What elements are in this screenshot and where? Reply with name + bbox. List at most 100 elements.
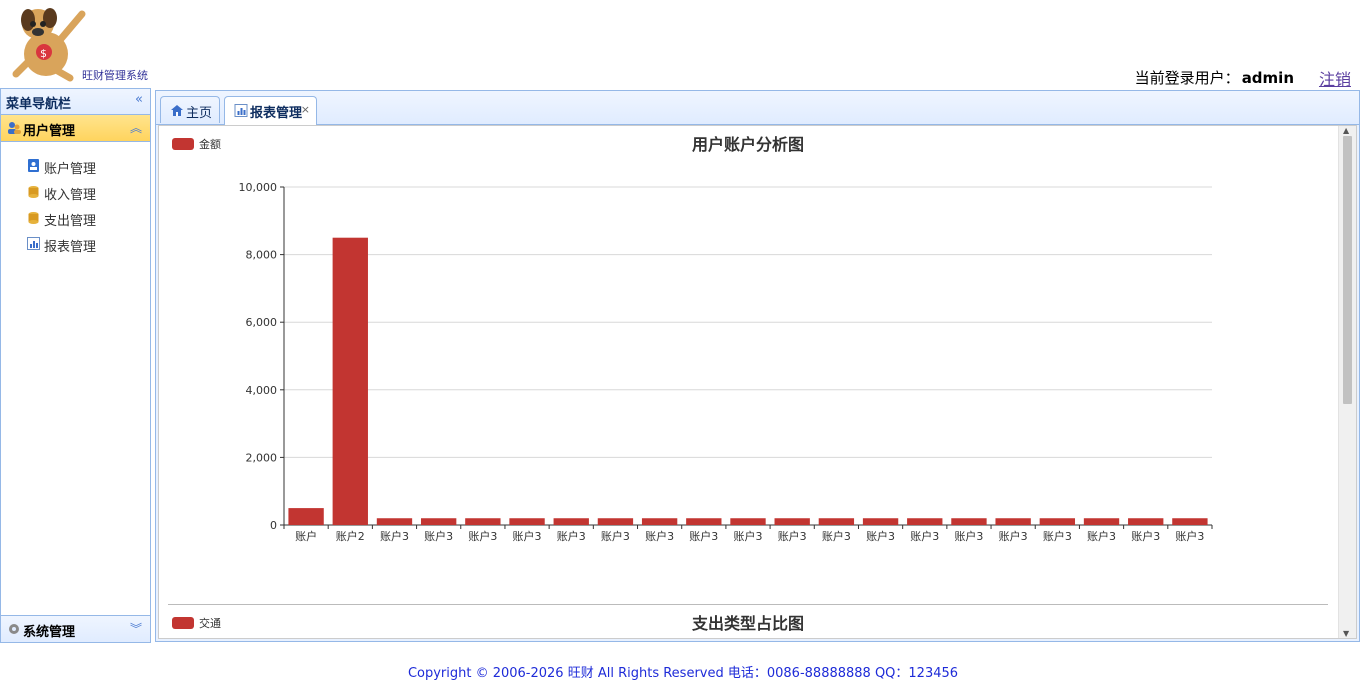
home-icon xyxy=(171,105,183,116)
menu-item-label: 账户管理 xyxy=(44,162,97,177)
x-tick-label: 账户3 xyxy=(645,529,674,543)
logout-link[interactable]: 注销 xyxy=(1318,70,1351,89)
bar[interactable] xyxy=(1128,518,1164,525)
x-tick-label: 账户3 xyxy=(999,529,1028,543)
x-axis: 账户 账户2 账户3 账户3 账户3 账户3 账户3 账户3 账户3 账户3 账户3 账户3 账户3 账户… xyxy=(283,525,1213,543)
bar[interactable] xyxy=(862,518,899,525)
bar[interactable] xyxy=(818,518,855,525)
tab-label: 主页 xyxy=(186,106,213,121)
app-name: 旺财管理系统 xyxy=(82,69,148,82)
legend-label: 交通 xyxy=(199,616,221,630)
scroll-down-icon[interactable]: ▼ xyxy=(1343,629,1350,638)
accordion-label: 系统管理 xyxy=(23,625,76,640)
y-tick-label: 0 xyxy=(270,519,277,532)
menu-item-account[interactable]: 账户管理 xyxy=(1,154,150,180)
x-tick-label: 账户3 xyxy=(1131,529,1160,543)
chart-legend[interactable]: 金额 xyxy=(172,137,221,151)
logo-dog-icon: $ xyxy=(12,8,86,82)
sidebar: 菜单导航栏 « 用户管理 ︽ 账户管理 收入管理 支出管理 报表管理 系统管理 xyxy=(0,88,151,643)
x-tick-label: 账户3 xyxy=(822,529,851,543)
x-tick-label: 账户3 xyxy=(954,529,983,543)
x-tick-label: 账户3 xyxy=(689,529,718,543)
user-card-icon xyxy=(28,159,39,172)
bar[interactable] xyxy=(509,518,545,525)
bar[interactable] xyxy=(553,518,589,525)
x-tick-label: 账户3 xyxy=(468,529,497,543)
x-tick-label: 账户3 xyxy=(1043,529,1072,543)
x-tick-label: 账户3 xyxy=(734,529,763,543)
bar[interactable] xyxy=(465,518,501,525)
bar[interactable] xyxy=(1039,518,1076,525)
bar[interactable] xyxy=(907,518,943,525)
coins-icon xyxy=(28,186,39,198)
x-tick-label: 账户3 xyxy=(513,529,542,543)
menu-item-label: 支出管理 xyxy=(44,214,97,229)
bar[interactable] xyxy=(951,518,987,525)
account-bar-chart: 金额 用户账户分析图 0 2,000 4,000 6,000 8,000 10,000 账… xyxy=(172,135,1213,543)
bar[interactable] xyxy=(376,518,413,525)
chevron-up-icon[interactable]: ︽ xyxy=(129,121,142,135)
bar[interactable] xyxy=(686,518,722,525)
chart-title: 用户账户分析图 xyxy=(692,135,804,154)
sidebar-header: 菜单导航栏 « xyxy=(1,89,150,115)
accordion-system-management[interactable]: 系统管理 ︾ xyxy=(1,615,150,642)
tab-home[interactable]: 主页 xyxy=(160,96,220,123)
bar[interactable] xyxy=(1172,518,1208,525)
menu-item-income[interactable]: 收入管理 xyxy=(1,180,150,206)
gear-icon xyxy=(9,624,19,634)
bar-series xyxy=(288,237,1208,525)
collapse-left-icon[interactable]: « xyxy=(135,92,143,107)
legend-label: 金额 xyxy=(199,137,221,151)
legend-swatch xyxy=(172,617,194,629)
report-content: 金额 用户账户分析图 0 2,000 4,000 6,000 8,000 10,000 账… xyxy=(158,125,1357,639)
expense-pie-chart: 交通 支出类型占比图 xyxy=(172,614,804,633)
bar[interactable] xyxy=(332,237,368,525)
bar[interactable] xyxy=(1083,518,1120,525)
username: admin xyxy=(1241,69,1294,87)
scroll-up-icon[interactable]: ▲ xyxy=(1343,126,1350,135)
x-tick-label: 账户3 xyxy=(557,529,586,543)
x-tick-label: 账户3 xyxy=(601,529,630,543)
y-axis: 0 2,000 4,000 6,000 8,000 10,000 xyxy=(239,181,285,532)
chart-title: 支出类型占比图 xyxy=(691,614,804,633)
menu-item-expense[interactable]: 支出管理 xyxy=(1,206,150,232)
accordion-user-management[interactable]: 用户管理 ︽ xyxy=(1,115,150,142)
bar[interactable] xyxy=(420,518,457,525)
menu-item-label: 收入管理 xyxy=(44,188,97,203)
bar[interactable] xyxy=(641,518,678,525)
y-tick-label: 2,000 xyxy=(246,451,278,464)
x-tick-label: 账户3 xyxy=(778,529,807,543)
copyright-text: Copyright © 2006-2026 旺财 All Rights Rese… xyxy=(407,666,959,681)
bar[interactable] xyxy=(288,508,324,525)
chevron-down-icon[interactable]: ︾ xyxy=(129,622,142,636)
x-tick-label: 账户3 xyxy=(1175,529,1204,543)
y-tick-label: 8,000 xyxy=(246,249,278,262)
x-tick-label: 账户 xyxy=(295,529,317,543)
report-icon xyxy=(234,104,248,117)
coins-icon xyxy=(28,212,39,224)
legend-swatch xyxy=(172,138,194,150)
bar[interactable] xyxy=(730,518,766,525)
users-icon xyxy=(8,122,21,134)
x-tick-label: 账户3 xyxy=(1087,529,1116,543)
report-icon xyxy=(27,237,40,250)
bar[interactable] xyxy=(774,518,810,525)
user-label: 当前登录用户： xyxy=(1134,69,1240,87)
close-icon[interactable]: × xyxy=(300,103,310,116)
main-panel: 主页 报表管理 × 金额 用户账户分析图 0 2,000 4,000 6,000 8,0… xyxy=(155,90,1360,642)
header: $ 旺财管理系统 当前登录用户： admin 注销 xyxy=(0,0,1366,89)
x-tick-label: 账户3 xyxy=(380,529,409,543)
bar[interactable] xyxy=(597,518,634,525)
chart-legend[interactable]: 交通 xyxy=(172,616,221,630)
x-tick-label: 账户3 xyxy=(910,529,939,543)
menu-item-report[interactable]: 报表管理 xyxy=(1,232,150,258)
y-tick-label: 10,000 xyxy=(239,181,278,194)
accordion-label: 用户管理 xyxy=(23,124,76,139)
y-tick-label: 6,000 xyxy=(246,316,278,329)
scroll-thumb[interactable] xyxy=(1343,136,1352,404)
bar[interactable] xyxy=(995,518,1031,525)
sidebar-title: 菜单导航栏 xyxy=(6,97,72,112)
vertical-scrollbar[interactable]: ▲ ▼ xyxy=(1338,126,1356,638)
tab-report[interactable]: 报表管理 × xyxy=(224,96,317,125)
chart-grid xyxy=(284,186,1212,526)
